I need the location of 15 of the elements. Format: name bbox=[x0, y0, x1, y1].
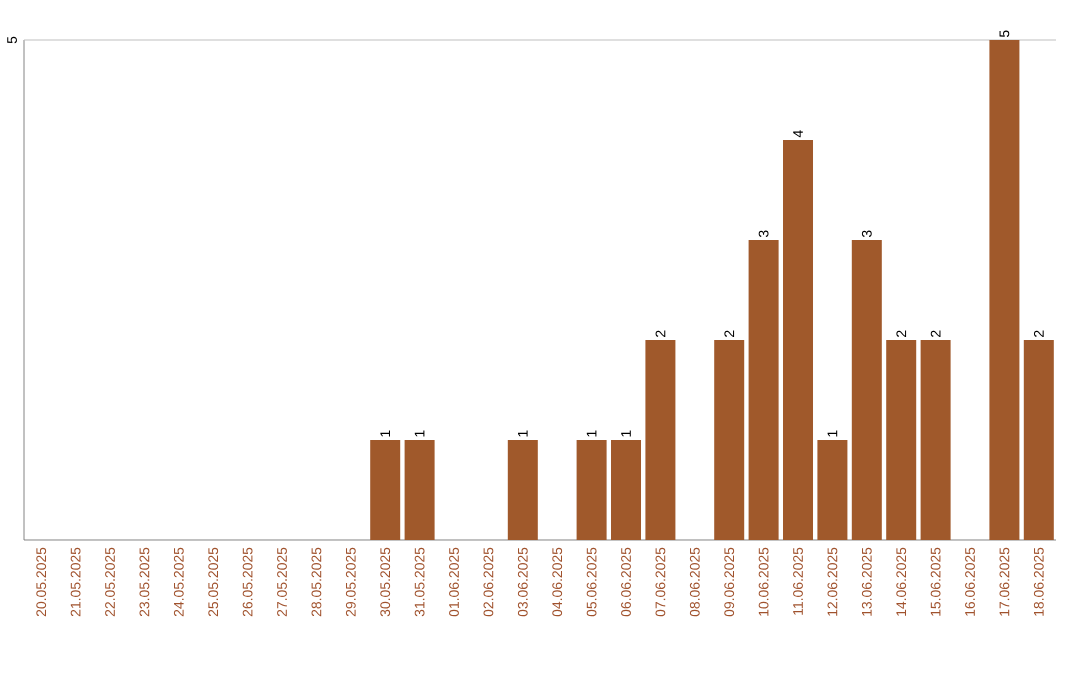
bar bbox=[920, 340, 951, 540]
bar bbox=[886, 340, 917, 540]
bar bbox=[851, 240, 882, 540]
bar bbox=[576, 440, 607, 540]
bar bbox=[404, 440, 435, 540]
bar bbox=[645, 340, 676, 540]
bar bbox=[714, 340, 745, 540]
bar bbox=[783, 140, 814, 540]
bar bbox=[989, 40, 1020, 540]
bar bbox=[611, 440, 642, 540]
bar bbox=[1023, 340, 1054, 540]
bar bbox=[817, 440, 848, 540]
bar bbox=[748, 240, 779, 540]
bar bbox=[507, 440, 538, 540]
bar bbox=[370, 440, 401, 540]
